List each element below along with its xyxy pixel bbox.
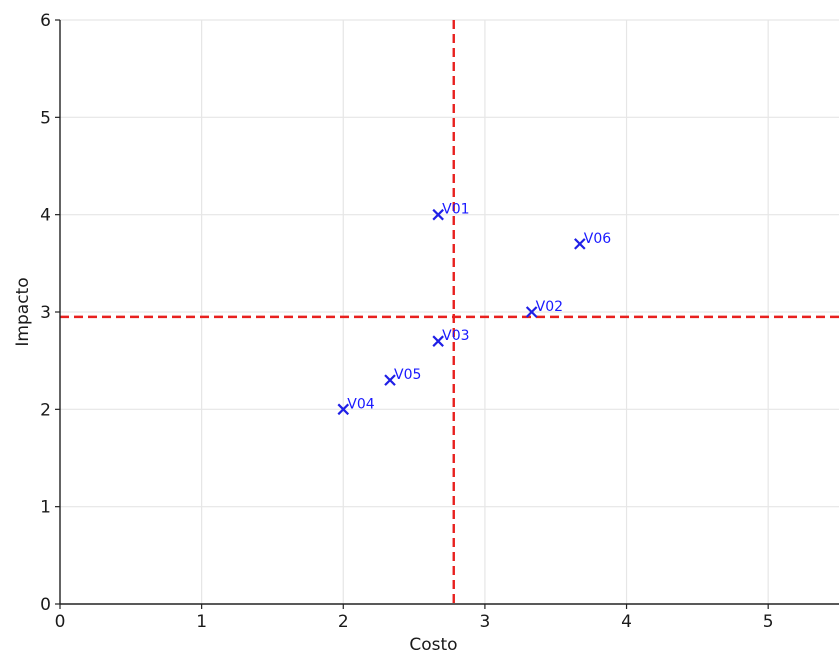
y-tick-label: 2 xyxy=(40,400,51,420)
x-marker xyxy=(337,403,350,416)
x-axis-title: Costo xyxy=(409,635,457,655)
data-points: V01 V02 V03 V04 V05 V06 xyxy=(337,202,611,416)
data-point: V06 xyxy=(574,231,611,250)
point-label: V04 xyxy=(347,396,374,412)
point-label: V01 xyxy=(442,202,469,218)
data-point: V05 xyxy=(384,367,421,386)
grid xyxy=(60,19,839,604)
x-tick-label: 4 xyxy=(621,612,632,632)
y-tick-label: 4 xyxy=(40,206,51,226)
x-marker xyxy=(574,238,586,250)
data-point: V02 xyxy=(525,299,563,318)
x-tick-label: 2 xyxy=(338,612,349,632)
y-tick-label: 6 xyxy=(40,11,51,31)
y-tick-label: 3 xyxy=(40,303,51,323)
point-label: V02 xyxy=(536,299,563,315)
point-label: V03 xyxy=(442,328,469,344)
x-marker xyxy=(525,306,538,318)
x-tick-label: 0 xyxy=(55,612,66,632)
x-tick-label: 5 xyxy=(763,612,774,632)
x-marker xyxy=(432,335,444,347)
y-tick-label: 1 xyxy=(40,498,51,518)
x-marker xyxy=(384,374,396,386)
data-point: V01 xyxy=(432,202,470,221)
data-point: V04 xyxy=(337,396,375,416)
x-marker xyxy=(432,208,444,221)
y-tick-label: 5 xyxy=(40,108,51,128)
ticks: 0 1 2 3 4 5 0 1 2 3 4 5 6 xyxy=(40,11,773,632)
x-tick-label: 1 xyxy=(196,612,207,632)
y-axis-title: Impacto xyxy=(13,277,33,346)
y-tick-label: 0 xyxy=(40,595,51,615)
reference-lines xyxy=(60,20,839,604)
point-label: V06 xyxy=(584,231,611,247)
x-tick-label: 3 xyxy=(479,612,490,632)
point-label: V05 xyxy=(394,367,421,383)
data-point: V03 xyxy=(432,328,470,347)
